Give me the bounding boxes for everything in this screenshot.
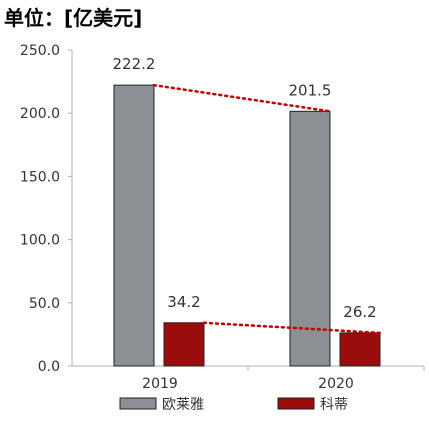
x-category-label: 2020 — [318, 376, 354, 392]
data-label: 34.2 — [167, 293, 200, 311]
y-tick-label: 200.0 — [20, 106, 60, 122]
bar-loreal-2020 — [289, 110, 331, 367]
y-tick-label: 0.0 — [38, 359, 60, 375]
bar-coty-2019 — [163, 322, 205, 367]
data-label: 222.2 — [113, 55, 156, 73]
trend-line-loreal — [152, 83, 332, 113]
y-tick-label: 50.0 — [29, 296, 60, 312]
legend-swatch-loreal — [119, 397, 157, 410]
plot-area: 0.0 50.0 100.0 150.0 200.0 250.0 2019 2020 222.2… — [20, 43, 425, 413]
y-tick-label: 150.0 — [20, 169, 60, 185]
legend-label-loreal: 欧莱雅 — [162, 397, 204, 413]
unit-label: 单位：[亿美元] — [4, 6, 142, 30]
x-category-label: 2019 — [142, 376, 178, 392]
trend-line-coty — [202, 321, 382, 335]
y-tick-label: 100.0 — [20, 233, 60, 249]
y-tick-label: 250.0 — [20, 43, 60, 59]
legend-label-coty: 科蒂 — [320, 397, 348, 413]
bar-coty-2020 — [339, 332, 381, 367]
bar-loreal-2019 — [113, 84, 155, 367]
data-label: 201.5 — [289, 81, 332, 99]
data-label: 26.2 — [343, 303, 376, 321]
legend-swatch-coty — [277, 397, 315, 410]
